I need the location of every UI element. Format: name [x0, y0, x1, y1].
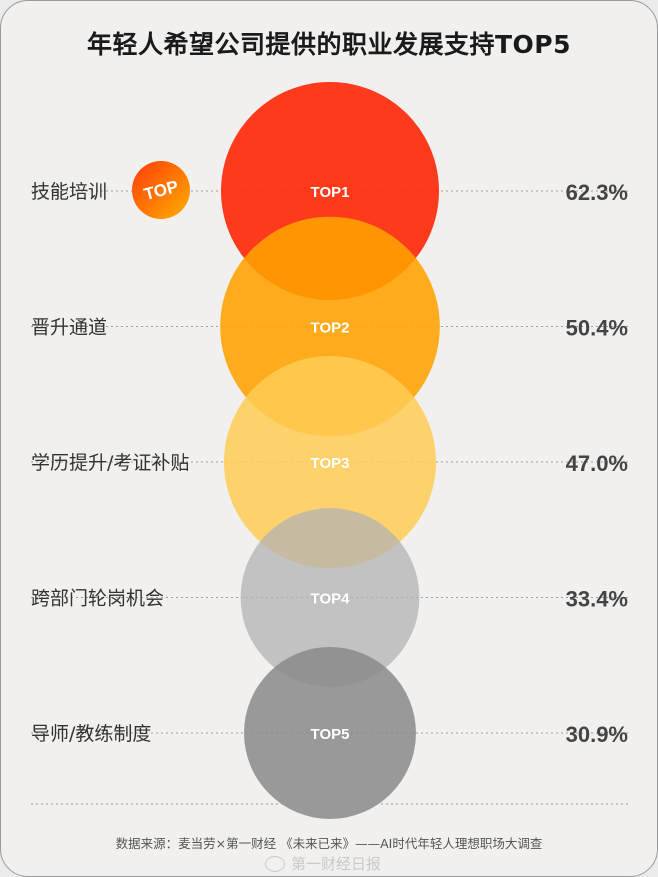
bubble-4 [240, 508, 420, 687]
category-label: 跨部门轮岗机会 [31, 588, 164, 610]
rank-label: TOP4 [311, 591, 351, 608]
rank-label: TOP5 [311, 726, 350, 743]
value-label: 33.4% [566, 587, 628, 612]
watermark-text: 第一财经日报 [291, 855, 382, 873]
top-badge: TOP [132, 161, 190, 219]
rank-label: TOP2 [311, 320, 350, 337]
value-label: 50.4% [566, 316, 628, 341]
weibo-icon [265, 855, 285, 872]
value-label: 47.0% [566, 451, 628, 476]
category-label: 学历提升/考证补贴 [31, 452, 189, 474]
data-source: 数据来源：麦当劳×第一财经 《未来已来》——AI时代年轻人理想职场大调查 [115, 836, 543, 851]
value-label: 30.9% [566, 722, 628, 747]
value-label: 62.3% [566, 180, 628, 205]
rank-label: TOP3 [311, 455, 350, 472]
rank-label: TOP1 [311, 184, 350, 201]
bubble-3 [223, 355, 437, 569]
bubble-5 [244, 647, 416, 819]
top-badge-circle [132, 161, 190, 219]
chart-title: 年轻人希望公司提供的职业发展支持TOP5 [86, 30, 572, 59]
watermark: 第一财经日报 [265, 853, 381, 874]
category-label: 导师/教练制度 [31, 723, 151, 745]
category-label: 晋升通道 [31, 317, 107, 339]
category-label: 技能培训 [31, 181, 107, 203]
